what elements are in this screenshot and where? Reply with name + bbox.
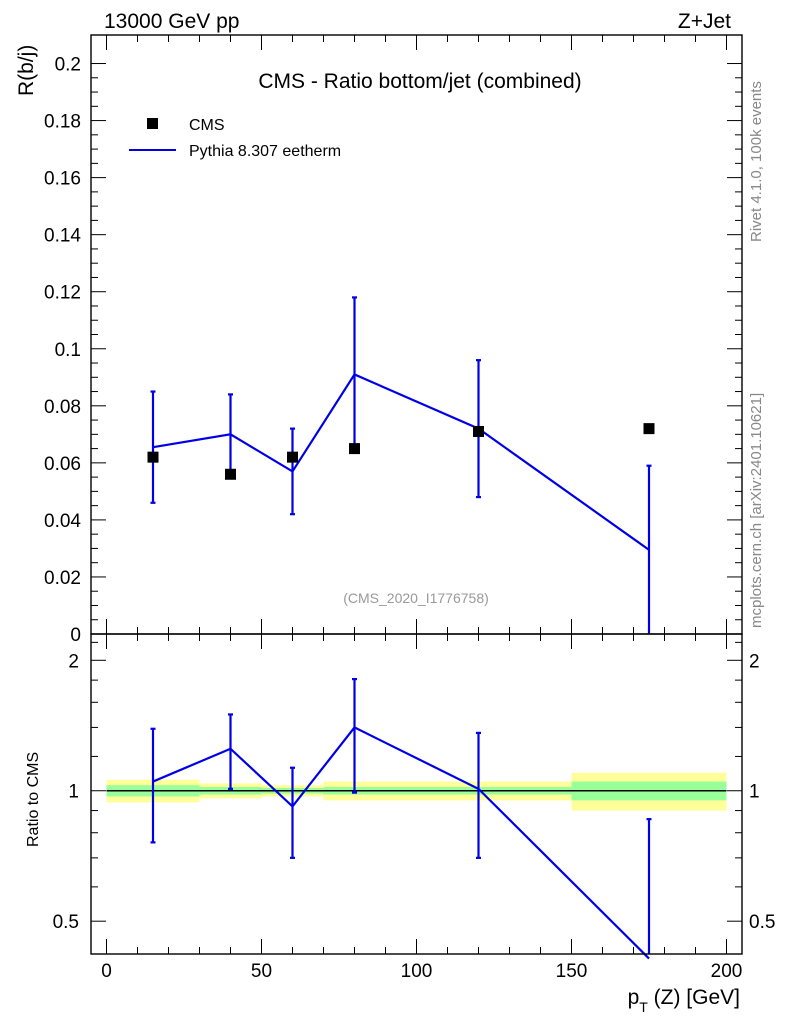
cms-point: [643, 423, 655, 435]
cms-point: [349, 443, 360, 455]
main-ytick-label: 0.08: [44, 397, 81, 418]
ratio-ytick-label: 1: [68, 782, 79, 803]
cms-point: [473, 425, 484, 437]
main-ytick-label: 0: [70, 625, 81, 646]
ratio-ytick-label: 0.5: [53, 912, 79, 933]
mc-line: [152, 373, 650, 551]
main-title: CMS - Ratio bottom/jet (combined): [258, 70, 581, 93]
ratio-ticks: 0.5 0.5 1 1 2 2 0 50 100 150 200: [53, 634, 775, 982]
ratio-ytick-label: 2: [68, 651, 79, 672]
main-ytick-label: 0.16: [44, 169, 81, 190]
main-ytick-label: 0.02: [44, 568, 81, 589]
rivet-label: Rivet 4.1.0, 100k events: [748, 81, 765, 242]
cms-point: [147, 451, 159, 463]
ratio-series-layer: [150, 677, 652, 960]
ratio-ytick-label-right: 0.5: [749, 912, 775, 933]
main-ytick-label: 0.2: [55, 55, 81, 76]
legend: CMS Pythia 8.307 eetherm: [129, 117, 341, 160]
main-ytick-label: 0.06: [44, 454, 81, 475]
main-series-layer: [147, 296, 655, 634]
ratio-xtick-label: 150: [556, 961, 588, 982]
main-ytick-label: 0.12: [44, 283, 81, 304]
main-ytick-label: 0.04: [44, 511, 81, 532]
ratio-mc-line: [152, 726, 650, 960]
ratio-xtick-label: 200: [711, 961, 743, 982]
legend-cms-label: CMS: [189, 117, 225, 134]
main-ylabel: R(b/j): [15, 45, 38, 96]
ratio-ytick-label-right: 2: [749, 651, 760, 672]
ratio-xtick-label: 100: [401, 961, 433, 982]
legend-mc-label: Pythia 8.307 eetherm: [189, 143, 341, 160]
ratio-panel: 0.5 0.51 12 20 50 100 150 200 Ratio to CMS pT (…: [25, 633, 775, 1015]
analysis-watermark: (CMS_2020_I1776758): [343, 590, 489, 606]
mcplots-label: mcplots.cern.ch [arXiv:2401.10621]: [748, 393, 765, 628]
ratio-ylabel: Ratio to CMS: [25, 752, 42, 847]
legend-cms-marker: [147, 118, 158, 129]
ratio-ytick-label-right: 1: [749, 782, 760, 803]
ratio-xtick-label: 0: [101, 961, 112, 982]
main-panel: 00.020.040.060.080.10.120.140.160.180.2 …: [15, 34, 743, 646]
main-ytick-label: 0.14: [44, 226, 81, 247]
cms-point: [287, 451, 298, 463]
header-left: 13000 GeV pp: [104, 10, 239, 33]
main-ytick-label: 0.1: [55, 340, 81, 361]
ratio-xtick-label: 50: [251, 961, 272, 982]
cms-point: [225, 468, 236, 480]
header-right: Z+Jet: [678, 10, 731, 33]
main-ytick-label: 0.18: [44, 112, 81, 133]
